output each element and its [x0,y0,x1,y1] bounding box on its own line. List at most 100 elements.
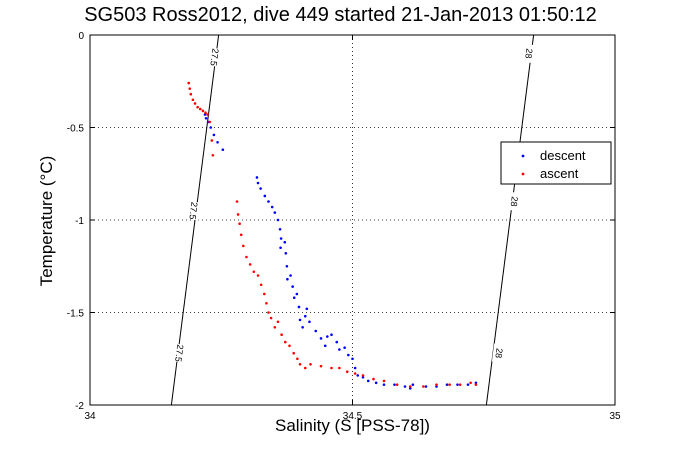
data-point-descent [212,133,216,137]
isopycnal-label-bg [186,201,201,221]
data-point-ascent [408,385,412,388]
data-point-ascent [474,383,478,386]
data-point-descent [424,385,428,388]
y-tick-label: -1.5 [67,309,85,320]
data-point-ascent [435,383,438,386]
data-point-descent [374,381,378,385]
isopycnal-label: 27.5 [208,48,220,67]
data-point-descent [445,383,449,386]
data-point-descent [278,227,282,231]
data-point-descent [456,383,459,386]
data-point-descent [289,274,292,277]
isopycnal-label-bg [491,343,507,363]
data-point-ascent [206,113,209,116]
data-point-descent [263,194,267,198]
data-point-ascent [298,363,302,366]
data-point-ascent [196,105,199,109]
isopycnal-label-bg [521,43,536,64]
data-point-descent [301,326,304,329]
data-point-ascent [276,320,280,324]
y-tick-label: -1 [75,216,84,227]
isopycnal-label: 28 [509,196,520,207]
data-point-descent [259,187,262,190]
data-point-descent [351,357,354,361]
data-point-ascent [210,139,214,142]
data-points [187,81,478,390]
data-point-descent [314,329,318,333]
data-point-ascent [361,374,365,377]
data-point-ascent [238,222,241,225]
data-point-ascent [252,270,256,274]
data-point-descent [466,383,470,386]
data-point-descent [216,141,219,144]
x-tick-label: 34.5 [343,411,363,422]
data-point-ascent [191,98,195,102]
data-point-descent [303,314,307,318]
data-point-descent [295,292,299,296]
data-point-descent [361,375,365,379]
data-point-ascent [248,263,252,266]
data-point-ascent [189,92,193,96]
x-axis-label: Salinity (S [PSS-78]) [275,416,430,435]
data-point-ascent [448,383,451,386]
data-point-ascent [273,326,277,329]
data-point-descent [273,211,277,214]
data-point-descent [330,333,333,337]
data-point-ascent [201,109,205,113]
data-point-ascent [469,381,472,385]
data-point-descent [338,348,341,351]
data-point-ascent [269,316,273,320]
data-point-descent [291,285,294,288]
data-point-descent [435,385,438,388]
data-point-descent [323,344,327,348]
data-point-ascent [235,200,239,203]
data-point-descent [256,181,260,185]
y-tick-label: -0.5 [67,124,85,135]
legend: descent ascent [500,141,612,185]
data-point-descent [270,205,274,209]
data-point-descent [347,353,350,357]
data-point-ascent [288,344,291,348]
data-point-ascent [259,283,263,287]
data-point-ascent [309,363,312,366]
isopycnal-label-bg [507,191,522,212]
isopycnal-label: 28 [523,48,534,59]
legend-label-ascent: ascent [540,166,579,181]
legend-label-descent: descent [540,148,586,163]
data-point-ascent [267,311,270,314]
data-point-ascent [263,292,266,296]
data-point-ascent [265,301,268,305]
data-point-descent [335,340,339,344]
data-point-ascent [188,87,192,90]
y-tick-label: 0 [78,31,84,42]
data-point-descent [286,277,289,281]
data-point-descent [403,385,407,388]
data-point-ascent [422,385,425,388]
data-point-ascent [330,366,333,370]
data-point-ascent [280,333,283,337]
data-point-ascent [303,366,307,370]
data-point-descent [308,320,311,324]
isopycnal-label-bg [207,47,222,67]
grid-lines [90,35,615,405]
data-point-descent [267,200,270,203]
data-point-ascent [239,233,243,237]
data-point-descent [411,383,415,386]
data-point-descent [279,237,283,240]
x-tick-label: 34 [84,411,96,422]
isopycnal-label: 28 [493,348,504,359]
data-point-ascent [198,107,202,111]
data-point-descent [221,148,225,151]
data-point-descent [292,296,296,300]
chart-title: SG503 Ross2012, dive 449 started 21-Jan-… [84,4,597,26]
data-point-descent [209,126,213,129]
isopycnal-label: 27.5 [187,201,199,220]
data-point-descent [276,218,280,222]
data-point-descent [305,307,309,311]
data-point-ascent [345,370,349,374]
data-point-descent [382,383,386,386]
data-point-ascent [338,366,341,370]
data-point-descent [204,116,208,120]
data-point-ascent [236,213,240,216]
